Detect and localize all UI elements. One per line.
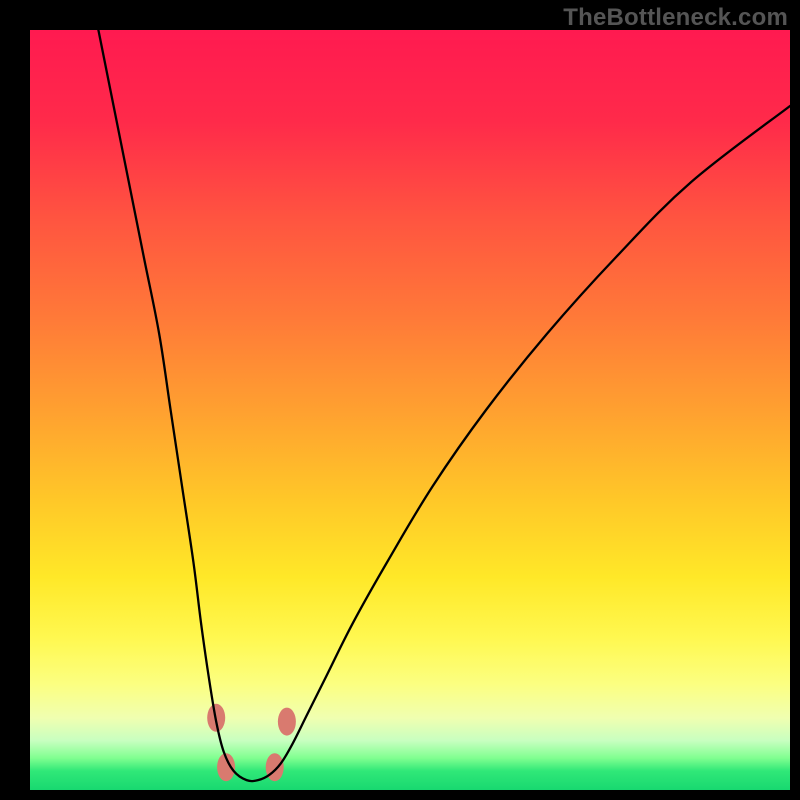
watermark-text: TheBottleneck.com — [563, 4, 788, 32]
plot-area — [30, 30, 790, 790]
curve-marker — [266, 753, 284, 781]
bottleneck-chart — [0, 0, 800, 800]
curve-marker — [278, 708, 296, 736]
chart-container: { "watermark": { "text": "TheBottleneck.… — [0, 0, 800, 800]
